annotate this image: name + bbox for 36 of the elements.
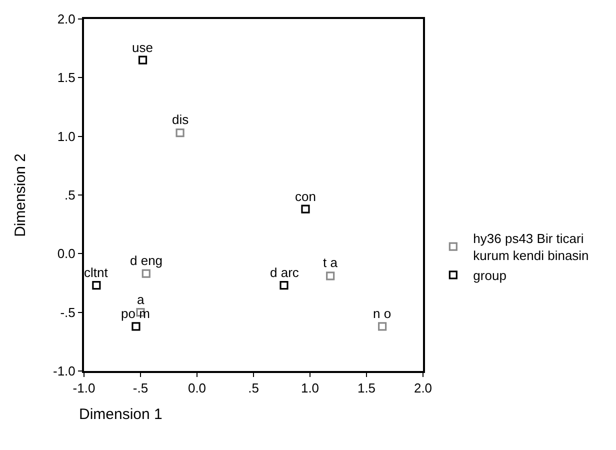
annotation: cltnt: [84, 265, 108, 280]
y-axis-title: Dimension 2: [12, 154, 29, 237]
y-tick-label: 1.0: [57, 128, 76, 144]
annotation: t a: [323, 255, 338, 270]
point: [142, 269, 150, 278]
y-tick-label: 0.0: [57, 246, 76, 262]
annotation: con: [295, 189, 316, 204]
point: [176, 128, 184, 138]
annotation: n o: [373, 306, 392, 321]
x-tick-label: .5: [248, 380, 259, 396]
legend-label: group: [473, 268, 506, 283]
annotation: dis: [172, 112, 190, 127]
y-tick-label: -.5: [60, 304, 76, 320]
x-tick-label: -1.0: [72, 380, 96, 396]
x-tick-label: 1.0: [300, 380, 320, 396]
annotation: a: [137, 292, 145, 307]
x-tick-label: 1.5: [357, 380, 376, 396]
point: [378, 322, 387, 331]
point: [138, 56, 148, 64]
point: [326, 272, 335, 280]
annotation: po m: [121, 306, 150, 321]
x-tick-label: 2.0: [414, 380, 432, 396]
point: [132, 322, 140, 331]
point: [301, 204, 310, 214]
point: [280, 281, 288, 290]
annotation: d eng: [130, 253, 163, 268]
point: [92, 281, 101, 290]
y-tick-label: 1.5: [57, 70, 76, 86]
y-tick-label: .5: [64, 188, 76, 203]
annotation: d arc: [270, 265, 300, 280]
x-tick-label: 0.0: [188, 380, 206, 396]
y-tick-label: 2.0: [57, 12, 76, 27]
x-axis-title: Dimension 1: [79, 406, 162, 423]
y-tick-label: -1.0: [52, 364, 76, 379]
annotation: use: [132, 40, 153, 55]
x-tick-label: -.5: [132, 380, 148, 396]
